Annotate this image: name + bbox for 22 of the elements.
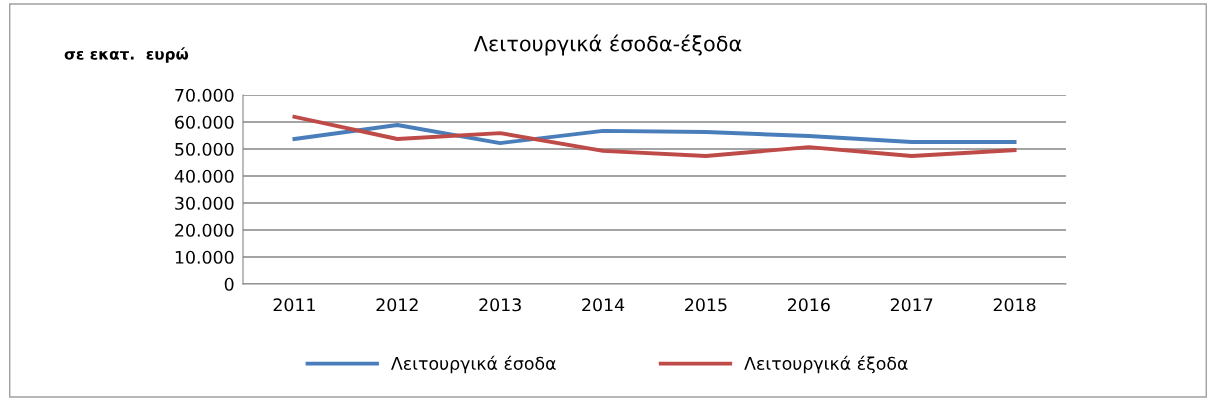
y-tick-label: 30.000 xyxy=(175,196,234,210)
x-tick-label: 2018 xyxy=(993,298,1036,312)
x-tick-label: 2011 xyxy=(273,298,315,312)
x-tick-label: 2013 xyxy=(479,298,521,312)
x-tick-label: 2017 xyxy=(890,298,933,312)
legend-label: Λειτουργικά έσοδα xyxy=(391,355,556,374)
x-tick-label: 2015 xyxy=(685,298,727,312)
x-tick-label: 2014 xyxy=(582,298,625,312)
y-tick-label: 70.000 xyxy=(175,88,234,102)
y-tick-label: 10.000 xyxy=(175,250,234,264)
x-tick-label: 2016 xyxy=(787,298,830,312)
line-series xyxy=(292,123,1017,146)
chart-title: Λειτουργικά έσοδα-έξοδα xyxy=(473,34,742,56)
y-tick-label: 50.000 xyxy=(175,142,234,156)
line-series xyxy=(292,114,1017,158)
y-axis-title: σε εκατ. ευρώ xyxy=(64,47,189,63)
y-tick-label: 20.000 xyxy=(175,223,234,237)
y-tick-label: 0 xyxy=(224,277,234,291)
legend-label: Λειτουργικά έξοδα xyxy=(744,355,908,374)
x-tick-label: 2012 xyxy=(376,298,418,312)
y-tick-label: 40.000 xyxy=(174,169,234,183)
y-tick-label: 60.000 xyxy=(175,115,234,129)
